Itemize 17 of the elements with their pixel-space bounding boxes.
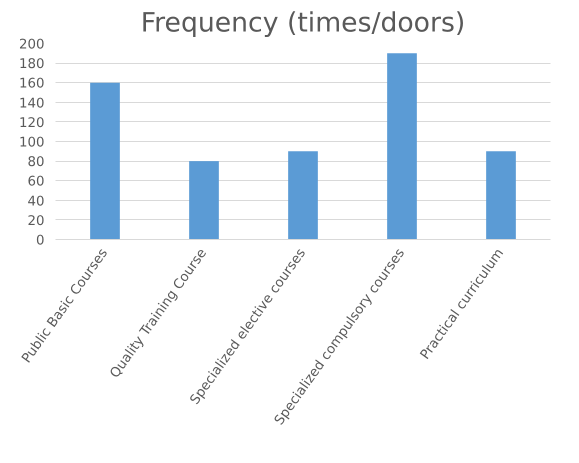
- bar: [387, 53, 417, 240]
- bar: [189, 161, 219, 240]
- y-tick-label: 200: [19, 38, 45, 52]
- y-tick-label: 100: [19, 136, 45, 150]
- y-tick-label: 0: [36, 234, 45, 248]
- y-tick-label: 180: [19, 57, 45, 72]
- y-tick-label: 40: [28, 194, 45, 210]
- y-tick-label: 160: [19, 76, 45, 92]
- y-tick-label: 140: [19, 96, 45, 112]
- y-tick-label: 80: [28, 155, 45, 170]
- chart-title: Frequency (times/doors): [140, 8, 466, 38]
- y-tick-label: 60: [28, 174, 45, 190]
- y-tick-label: 120: [19, 116, 45, 131]
- bar: [288, 151, 318, 240]
- bar: [486, 151, 516, 240]
- bar: [90, 82, 120, 240]
- y-tick-label: 20: [28, 214, 45, 229]
